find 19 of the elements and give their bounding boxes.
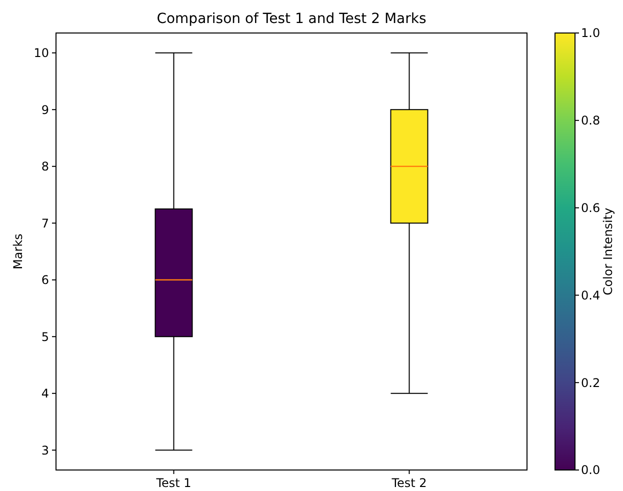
y-axis-title: Marks	[11, 234, 25, 270]
x-tick-label: Test 1	[155, 476, 192, 490]
color-bar-label: 0.8	[581, 114, 600, 128]
chart-title: Comparison of Test 1 and Test 2 Marks	[156, 11, 426, 27]
color-bar-label: 1.0	[581, 26, 600, 40]
y-tick-label: 9	[41, 102, 49, 117]
y-tick-label: 10	[34, 46, 49, 60]
color-bar-label: 0.4	[581, 288, 600, 302]
y-tick-label: 4	[41, 386, 49, 401]
color-bar-label: 0.2	[581, 376, 600, 390]
y-tick-label: 3	[41, 443, 49, 458]
x-tick-label: Test 2	[390, 476, 427, 490]
y-tick-label: 6	[41, 273, 49, 288]
y-tick-label: 8	[41, 160, 49, 174]
color-bar-title: Color Intensity	[601, 208, 615, 296]
color-bar-label: 0.0	[581, 463, 600, 478]
y-tick-label: 7	[41, 216, 49, 230]
y-tick-label: 5	[41, 330, 49, 344]
color-bar-label: 0.6	[581, 201, 600, 215]
